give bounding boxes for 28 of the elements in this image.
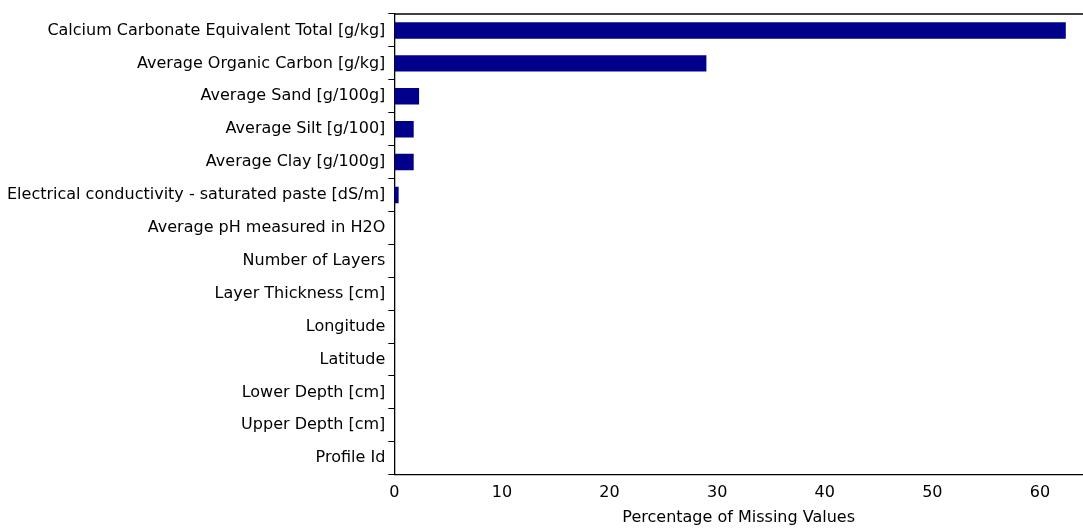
x-axis-title: Percentage of Missing Values	[622, 506, 855, 526]
y-tick-label: Upper Depth [cm]	[241, 414, 386, 434]
x-tick-label: 60	[1029, 482, 1051, 502]
bar	[394, 22, 1066, 39]
y-tick-label: Number of Layers	[242, 249, 386, 269]
y-tick-label: Average Clay [g/100g]	[205, 151, 386, 171]
bar	[394, 153, 414, 171]
y-tick-label: Calcium Carbonate Equivalent Total [g/kg]	[47, 19, 386, 39]
y-tick-label: Electrical conductivity - saturated paste [dS/m]	[6, 184, 386, 204]
y-tick-label: Average Silt [g/100]	[225, 118, 386, 138]
x-tick-label: 50	[922, 482, 943, 502]
x-tick-label: 10	[491, 482, 513, 502]
y-tick-label: Profile Id	[315, 447, 386, 467]
y-tick-label: Average Organic Carbon [g/kg]	[137, 52, 386, 72]
y-tick-label: Latitude	[319, 348, 386, 368]
y-tick-label: Lower Depth [cm]	[241, 381, 386, 401]
y-tick-label: Average pH measured in H2O	[147, 217, 386, 237]
bar	[394, 55, 707, 72]
bar	[394, 186, 399, 204]
x-tick-label: 30	[706, 482, 728, 502]
bar	[394, 120, 414, 138]
y-tick-label: Longitude	[305, 315, 386, 335]
x-tick-label: 40	[814, 482, 835, 502]
y-tick-label: Layer Thickness [cm]	[214, 282, 386, 302]
bar	[394, 88, 420, 105]
x-tick-label: 0	[389, 482, 400, 502]
y-tick-label: Average Sand [g/100g]	[200, 85, 386, 105]
x-tick-label: 20	[599, 482, 620, 502]
